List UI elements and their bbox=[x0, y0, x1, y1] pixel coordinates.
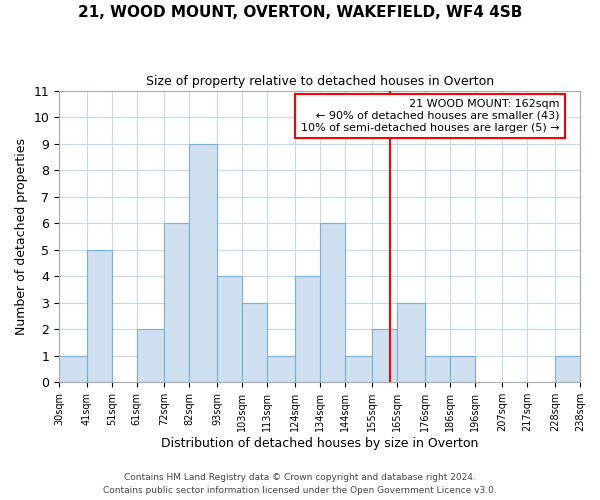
Bar bbox=[372, 330, 397, 382]
Title: Size of property relative to detached houses in Overton: Size of property relative to detached ho… bbox=[146, 75, 494, 88]
Bar bbox=[344, 356, 372, 382]
Y-axis label: Number of detached properties: Number of detached properties bbox=[15, 138, 28, 335]
Bar bbox=[450, 356, 475, 382]
Bar bbox=[425, 356, 450, 382]
Bar bbox=[164, 223, 190, 382]
Bar bbox=[320, 223, 344, 382]
Bar bbox=[137, 330, 164, 382]
Bar bbox=[59, 356, 86, 382]
X-axis label: Distribution of detached houses by size in Overton: Distribution of detached houses by size … bbox=[161, 437, 478, 450]
Bar bbox=[242, 303, 267, 382]
Bar bbox=[555, 356, 580, 382]
Text: Contains HM Land Registry data © Crown copyright and database right 2024.
Contai: Contains HM Land Registry data © Crown c… bbox=[103, 474, 497, 495]
Bar bbox=[217, 276, 242, 382]
Bar bbox=[190, 144, 217, 382]
Bar bbox=[267, 356, 295, 382]
Text: 21 WOOD MOUNT: 162sqm
← 90% of detached houses are smaller (43)
10% of semi-deta: 21 WOOD MOUNT: 162sqm ← 90% of detached … bbox=[301, 100, 559, 132]
Bar bbox=[397, 303, 425, 382]
Bar bbox=[86, 250, 112, 382]
Text: 21, WOOD MOUNT, OVERTON, WAKEFIELD, WF4 4SB: 21, WOOD MOUNT, OVERTON, WAKEFIELD, WF4 … bbox=[78, 5, 522, 20]
Bar bbox=[295, 276, 320, 382]
